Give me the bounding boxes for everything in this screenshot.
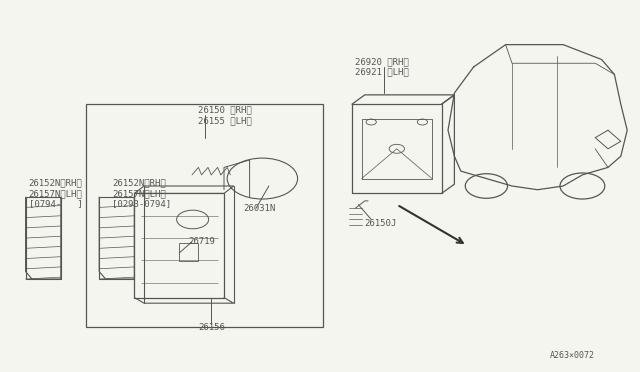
Text: 26156: 26156 — [198, 323, 225, 332]
Text: 26920 〈RH〉
26921 〈LH〉: 26920 〈RH〉 26921 〈LH〉 — [355, 57, 409, 77]
Bar — [86, 104, 323, 327]
Text: 26031N: 26031N — [243, 204, 275, 213]
Bar — [26, 197, 61, 279]
Text: 26152N〈RH〉
26157N〈LH〉
[0293-0794]: 26152N〈RH〉 26157N〈LH〉 [0293-0794] — [112, 179, 171, 208]
Bar — [99, 197, 134, 279]
Bar — [134, 193, 224, 298]
Text: 26719: 26719 — [189, 237, 216, 246]
Text: A263×0072: A263×0072 — [550, 351, 595, 360]
Text: 26150 〈RH〉
26155 〈LH〉: 26150 〈RH〉 26155 〈LH〉 — [198, 106, 252, 125]
Text: 26152N〈RH〉
26157N〈LH〉
[0794-   ]: 26152N〈RH〉 26157N〈LH〉 [0794- ] — [29, 179, 83, 208]
Text: 26150J: 26150J — [365, 219, 397, 228]
Bar — [179, 243, 198, 261]
